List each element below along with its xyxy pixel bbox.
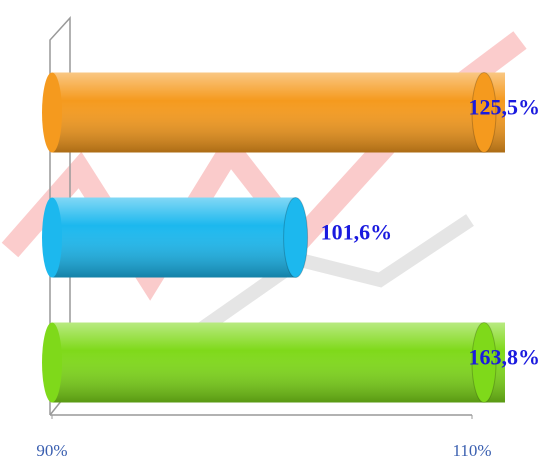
bar-end-cap xyxy=(283,197,309,278)
value-label: 125,5% xyxy=(469,95,541,120)
bar-shade xyxy=(52,322,505,403)
bar-start-cap xyxy=(42,322,62,403)
bar-shade xyxy=(52,197,296,278)
value-label: 163,8% xyxy=(469,345,541,370)
x-tick-label: 90% xyxy=(36,441,67,460)
bar-start-cap xyxy=(42,72,62,153)
x-tick-label: 110% xyxy=(452,441,491,460)
bar-start-cap xyxy=(42,197,62,278)
bar xyxy=(42,322,505,403)
bar-end-cap xyxy=(471,72,497,153)
bar-end-cap xyxy=(471,322,497,403)
bar xyxy=(42,72,505,153)
value-label: 101,6% xyxy=(321,220,393,245)
bar xyxy=(42,197,309,278)
bar-shade xyxy=(52,72,505,153)
